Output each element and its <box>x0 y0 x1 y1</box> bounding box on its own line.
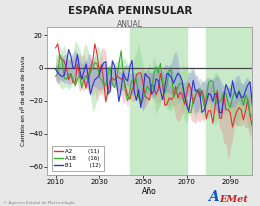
Y-axis label: Cambio en nº de dias de lluvia: Cambio en nº de dias de lluvia <box>21 56 26 146</box>
Bar <box>206 27 252 175</box>
Text: © Agencia Estatal de Meteorología: © Agencia Estatal de Meteorología <box>3 201 74 205</box>
X-axis label: Año: Año <box>142 187 157 196</box>
Text: ESPAÑA PENINSULAR: ESPAÑA PENINSULAR <box>68 6 192 16</box>
Legend: A2         (11), A1B       (16), B1          (12): A2 (11), A1B (16), B1 (12) <box>52 146 104 171</box>
Text: EMet: EMet <box>220 195 249 204</box>
Bar <box>130 27 187 175</box>
Text: A: A <box>208 190 219 204</box>
Text: ANUAL: ANUAL <box>117 20 143 29</box>
